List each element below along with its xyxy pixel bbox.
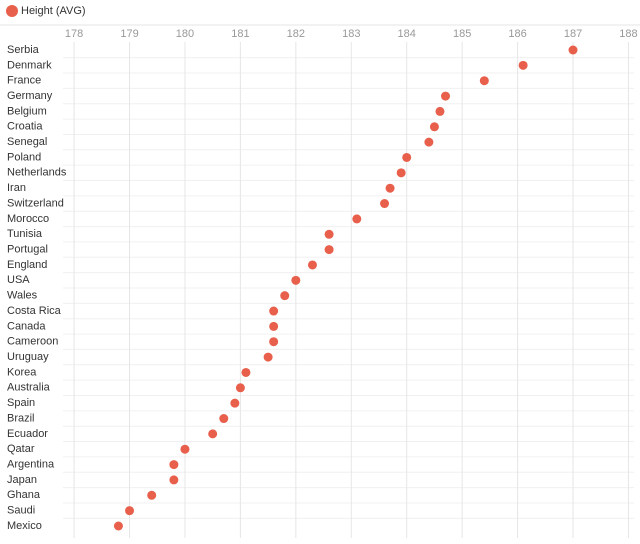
dot — [568, 45, 578, 55]
category-label: Argentina — [7, 458, 55, 470]
category-label: Uruguay — [7, 351, 49, 363]
category-label: Serbia — [7, 44, 40, 56]
x-tick-label: 182 — [287, 28, 305, 40]
dot — [230, 398, 240, 408]
category-label: Tunisia — [7, 228, 43, 240]
x-tick-label: 183 — [342, 28, 360, 40]
x-tick-label: 178 — [65, 28, 83, 40]
dot — [291, 275, 301, 285]
category-label: Croatia — [7, 121, 43, 133]
category-label: Denmark — [7, 59, 52, 71]
category-label: Iran — [7, 182, 26, 194]
x-tick-label: 187 — [564, 28, 582, 40]
category-label: Cameroon — [7, 336, 58, 348]
dot — [307, 260, 317, 270]
category-label: Australia — [7, 382, 51, 394]
dot — [352, 214, 362, 224]
dot — [125, 506, 135, 516]
dot — [435, 106, 445, 116]
x-tick-label: 185 — [453, 28, 471, 40]
dot — [180, 444, 190, 454]
dot — [396, 168, 406, 178]
dot — [269, 321, 279, 331]
dot — [518, 60, 528, 70]
category-label: Brazil — [7, 412, 35, 424]
category-label: Morocco — [7, 213, 49, 225]
x-tick-label: 179 — [120, 28, 138, 40]
dot — [169, 460, 179, 470]
dot — [324, 245, 334, 255]
category-label: Germany — [7, 90, 53, 102]
category-label: USA — [7, 274, 30, 286]
dot — [479, 76, 489, 86]
x-tick-label: 181 — [231, 28, 249, 40]
dot — [169, 475, 179, 485]
category-label: Netherlands — [7, 167, 67, 179]
category-label: Wales — [7, 290, 38, 302]
category-label: Poland — [7, 151, 41, 163]
category-label: Belgium — [7, 105, 47, 117]
dot — [380, 199, 390, 209]
category-label: Senegal — [7, 136, 47, 148]
category-label: Spain — [7, 397, 35, 409]
dot — [235, 383, 245, 393]
legend-marker — [6, 5, 18, 17]
category-label: Ghana — [7, 489, 41, 501]
dot — [402, 152, 412, 162]
category-label: Ecuador — [7, 428, 48, 440]
dot — [147, 490, 157, 500]
dot — [269, 337, 279, 347]
dot — [385, 183, 395, 193]
category-label: France — [7, 75, 41, 87]
category-label: Qatar — [7, 443, 35, 455]
x-tick-label: 186 — [508, 28, 526, 40]
dot — [324, 229, 334, 239]
dot — [441, 91, 451, 101]
dot — [219, 414, 229, 424]
category-label: England — [7, 259, 47, 271]
x-tick-label: 184 — [398, 28, 416, 40]
category-label: Portugal — [7, 244, 48, 256]
dot — [429, 122, 439, 132]
x-tick-label: 180 — [176, 28, 194, 40]
dot — [424, 137, 434, 147]
category-label: Japan — [7, 474, 37, 486]
category-label: Saudi — [7, 505, 35, 517]
dot — [269, 306, 279, 316]
category-label: Korea — [7, 366, 37, 378]
legend-label: Height (AVG) — [21, 5, 86, 17]
category-label: Switzerland — [7, 197, 64, 209]
dot — [263, 352, 273, 362]
dot — [280, 291, 290, 301]
category-label: Canada — [7, 320, 46, 332]
dot — [241, 367, 251, 377]
dot — [208, 429, 218, 439]
category-label: Costa Rica — [7, 305, 62, 317]
dot — [113, 521, 123, 531]
x-tick-label: 188 — [619, 28, 637, 40]
category-label: Mexico — [7, 520, 42, 532]
